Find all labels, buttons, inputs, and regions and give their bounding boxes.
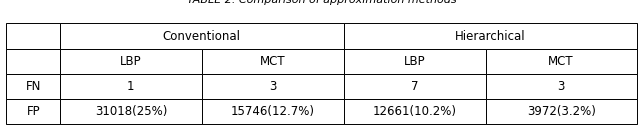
Text: LBP: LBP <box>404 55 426 68</box>
Bar <box>202 74 344 99</box>
Bar <box>486 49 637 74</box>
Text: 15746(12.7%): 15746(12.7%) <box>231 105 315 118</box>
Text: 12661(10.2%): 12661(10.2%) <box>372 105 456 118</box>
Text: 3972(3.2%): 3972(3.2%) <box>527 105 596 118</box>
Bar <box>202 99 344 124</box>
Bar <box>6 49 60 74</box>
Bar <box>486 99 637 124</box>
Text: FP: FP <box>26 105 40 118</box>
Text: Hierarchical: Hierarchical <box>455 30 525 43</box>
Text: MCT: MCT <box>548 55 574 68</box>
Bar <box>486 74 637 99</box>
Bar <box>60 23 344 49</box>
Bar <box>60 74 202 99</box>
Text: 3: 3 <box>557 80 565 93</box>
Bar <box>344 49 486 74</box>
Bar <box>6 74 60 99</box>
Bar <box>6 99 60 124</box>
Bar <box>60 99 202 124</box>
Text: 7: 7 <box>411 80 419 93</box>
Text: TABLE 2. Comparison of approximation methods: TABLE 2. Comparison of approximation met… <box>187 0 456 5</box>
Bar <box>344 74 486 99</box>
Text: 31018(25%): 31018(25%) <box>95 105 167 118</box>
Bar <box>60 49 202 74</box>
Bar <box>344 23 637 49</box>
Text: MCT: MCT <box>260 55 285 68</box>
Text: Conventional: Conventional <box>163 30 241 43</box>
Bar <box>344 99 486 124</box>
Bar <box>202 49 344 74</box>
Text: 1: 1 <box>127 80 134 93</box>
Bar <box>6 23 60 49</box>
Text: FN: FN <box>26 80 41 93</box>
Text: LBP: LBP <box>120 55 141 68</box>
Text: 3: 3 <box>269 80 276 93</box>
